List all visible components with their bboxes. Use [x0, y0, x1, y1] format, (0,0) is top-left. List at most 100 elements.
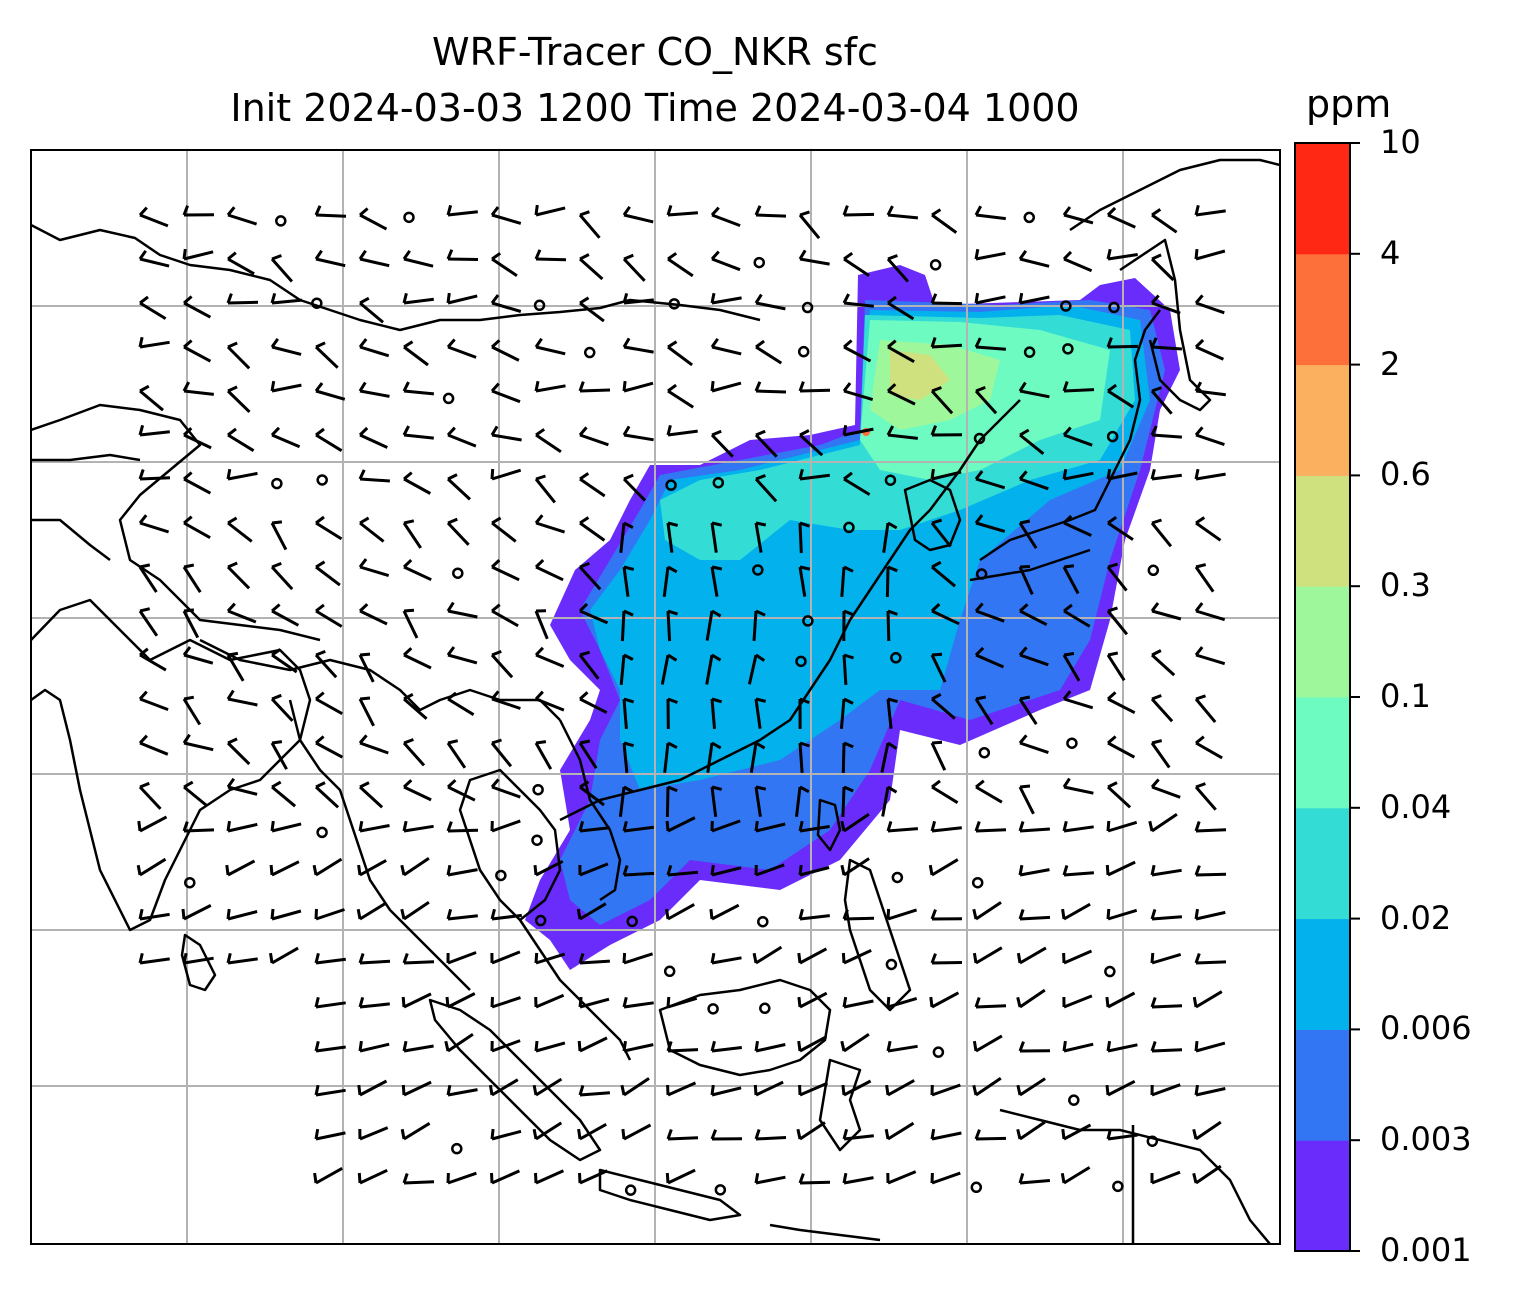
wind-barb: [534, 646, 565, 668]
wind-barb: [880, 741, 898, 773]
wind-barb: [446, 908, 478, 921]
wind-barb: [490, 778, 521, 799]
wind-barb: [490, 294, 522, 313]
wind-barb: [710, 1129, 743, 1141]
wind-barb: [1018, 864, 1050, 877]
wind-barb: [930, 337, 962, 349]
wind-barb: [358, 1040, 390, 1053]
wind-barb: [710, 206, 741, 228]
calm-marker: [843, 521, 855, 534]
wind-barb: [532, 1121, 563, 1141]
wind-barb: [754, 1040, 786, 1053]
wind-barb: [798, 521, 810, 554]
wind-barb: [1192, 1120, 1222, 1141]
colorbar-segment: [1295, 697, 1350, 809]
wind-barb: [843, 471, 871, 496]
wind-barb: [138, 249, 170, 268]
wind-barb: [884, 1121, 915, 1141]
wind-barb: [579, 516, 606, 542]
wind-barb: [754, 1129, 787, 1141]
calm-marker: [1112, 1180, 1124, 1193]
wind-barb: [665, 816, 696, 833]
wind-barb: [312, 857, 343, 877]
calm-marker: [885, 958, 898, 971]
wind-barb: [754, 429, 778, 458]
wind-barb: [532, 1077, 563, 1097]
wind-barb: [400, 856, 430, 877]
wind-barb: [622, 952, 654, 965]
calm-marker: [978, 746, 991, 759]
wind-barb: [619, 653, 634, 686]
calm-marker: [583, 346, 596, 359]
wind-barb: [182, 608, 200, 639]
wind-barb: [1150, 294, 1181, 315]
wind-barb: [882, 521, 898, 553]
calm-marker: [452, 567, 464, 579]
wind-barb: [1150, 778, 1181, 799]
wind-barb: [1150, 468, 1182, 481]
wind-barb: [534, 690, 565, 712]
wind-barb: [358, 603, 388, 626]
wind-barb: [710, 521, 723, 553]
calm-marker: [1062, 343, 1074, 355]
wind-barb: [710, 565, 723, 597]
wind-barb: [798, 820, 830, 833]
wind-barb: [798, 1081, 829, 1097]
wind-barb: [534, 1169, 565, 1185]
wind-barb: [667, 252, 694, 278]
wind-barb: [1194, 381, 1226, 397]
colorbar-tick-label: 2: [1380, 344, 1401, 383]
wind-barb: [138, 424, 170, 437]
wind-barb: [666, 996, 698, 1009]
wind-barb: [840, 1033, 870, 1053]
colorbar-tick-label: 0.1: [1380, 677, 1431, 715]
wind-barb: [578, 820, 610, 833]
wind-barb: [534, 609, 549, 640]
wind-barb: [1016, 1120, 1046, 1141]
wind-barb: [665, 1168, 696, 1185]
wind-barb: [314, 781, 340, 809]
wind-barb: [446, 517, 470, 546]
wind-barb: [1105, 991, 1136, 1009]
wind-barb: [314, 1128, 346, 1141]
wind-barb: [622, 820, 654, 833]
wind-barb: [1150, 952, 1182, 965]
wind-barb: [974, 602, 1005, 623]
wind-barb: [314, 996, 346, 1009]
wind-barb: [930, 820, 962, 833]
wind-barb: [400, 1122, 431, 1141]
wind-barb: [886, 205, 919, 220]
wind-barb: [754, 205, 787, 218]
wind-barb: [1194, 294, 1225, 315]
wind-barb: [754, 293, 786, 311]
wind-barb: [534, 204, 566, 217]
wind-barb: [490, 206, 522, 225]
wind-barb: [182, 646, 214, 665]
wind-barb: [314, 205, 347, 218]
wind-barb: [797, 947, 828, 965]
wind-barb: [490, 382, 521, 404]
wind-barb: [930, 293, 963, 306]
wind-barb: [662, 565, 678, 597]
wind-barb: [490, 950, 521, 965]
wind-barb: [402, 249, 434, 268]
wind-barb: [1062, 381, 1095, 393]
wind-barb: [930, 1128, 962, 1141]
wind-barb: [1061, 902, 1091, 921]
wind-barb: [1018, 565, 1034, 596]
wind-barb: [183, 780, 209, 808]
colorbar-segment: [1295, 1140, 1350, 1252]
wind-barb: [1106, 651, 1126, 682]
wind-barb: [1194, 338, 1225, 361]
wind-barb: [490, 1128, 522, 1141]
wind-barb: [1194, 602, 1226, 622]
wind-barb: [618, 785, 634, 817]
wind-barb: [182, 821, 215, 833]
wind-barb: [622, 380, 654, 393]
wind-barb: [227, 516, 253, 543]
calm-marker: [316, 474, 328, 486]
wind-barb: [402, 1040, 434, 1053]
wind-barb: [886, 1040, 918, 1053]
wind-barb: [446, 292, 478, 305]
wind-barb: [270, 338, 302, 356]
